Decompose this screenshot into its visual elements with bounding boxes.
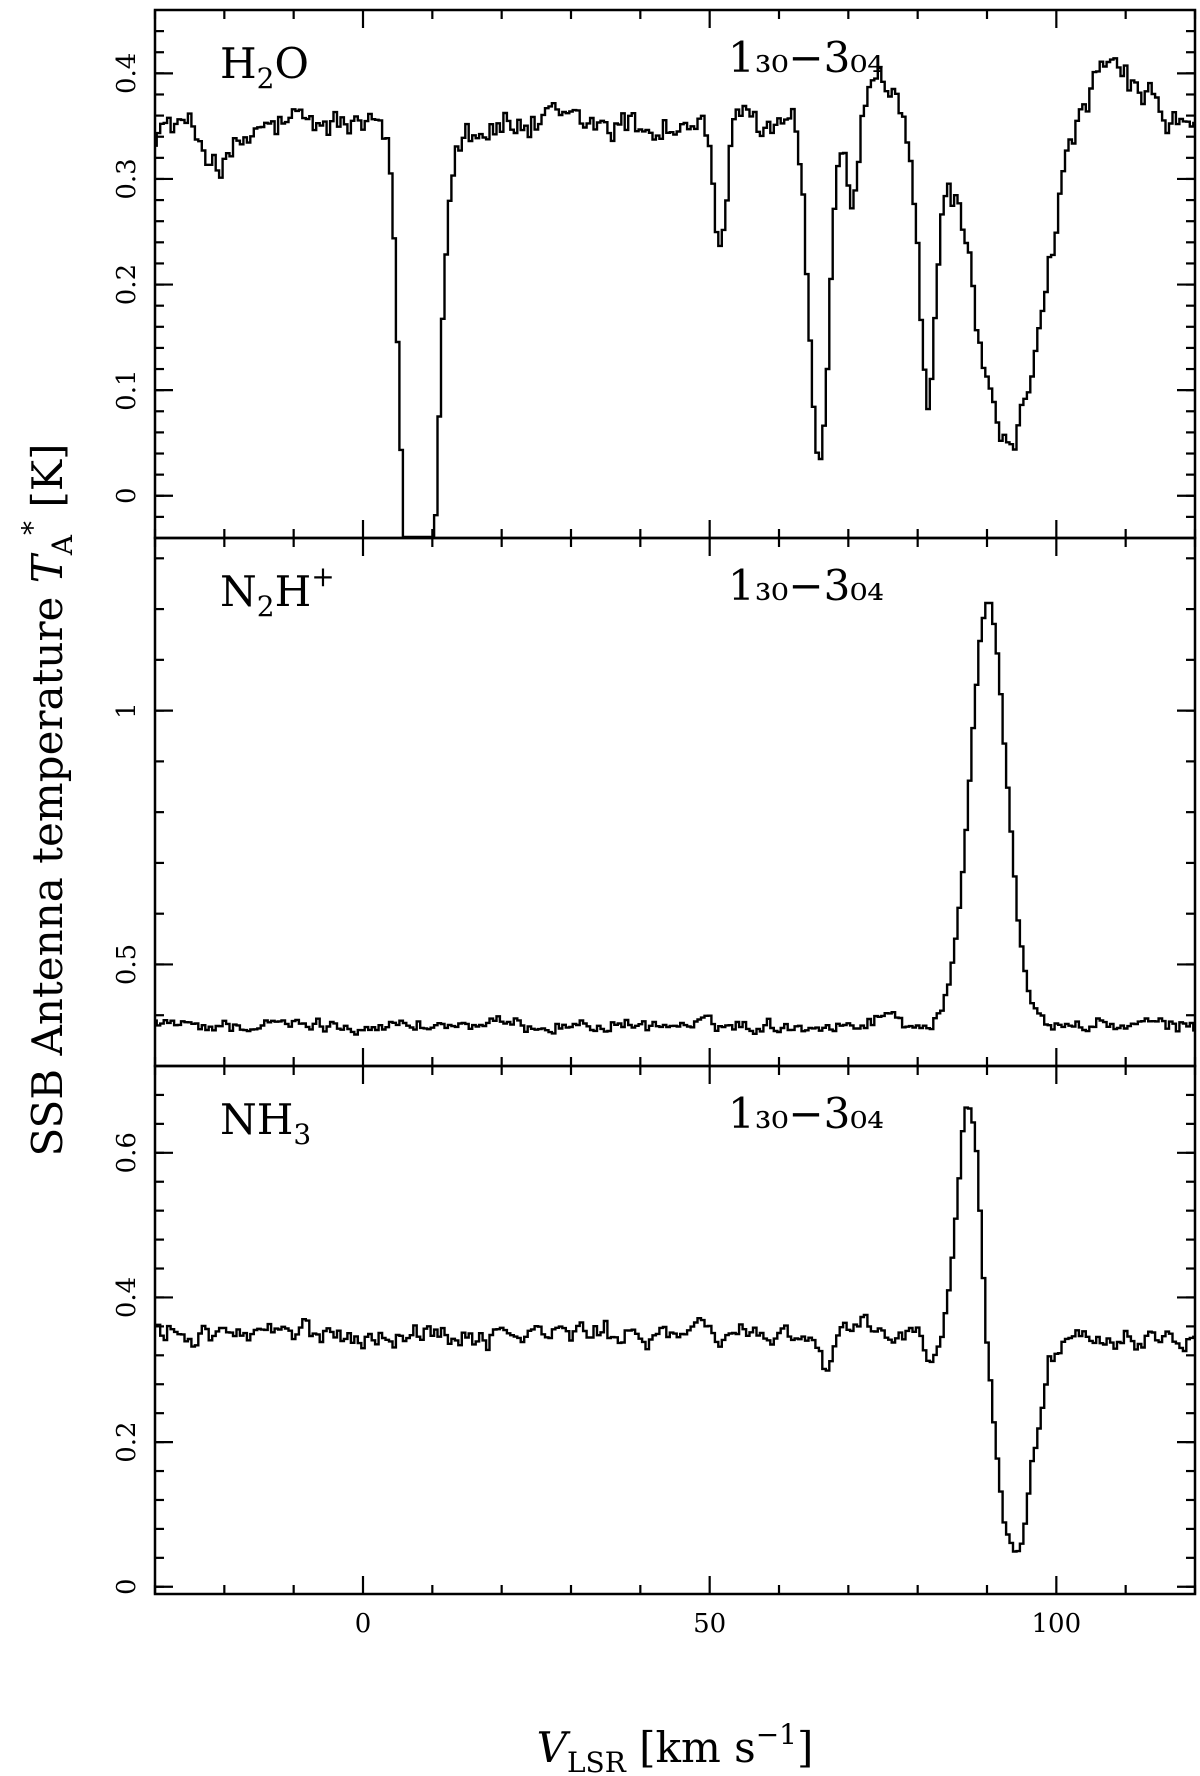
- transition-label-middle: 1₃₀−3₀₄: [728, 561, 884, 610]
- panel-label-h2o: H2O: [220, 39, 309, 95]
- x-axis-title: VLSR [km s−1]: [537, 1718, 814, 1776]
- spectra-lines: [155, 57, 1195, 1553]
- x-tick-label: 100: [1032, 1609, 1082, 1639]
- spectrum-line-middle: [155, 601, 1195, 1036]
- y-tick-label-p2: 0.4: [112, 1277, 142, 1318]
- y-tick-label-p1: 0.5: [112, 944, 142, 985]
- y-tick-label-p2: 0.2: [112, 1421, 142, 1462]
- y-tick-label-p0: 0.3: [112, 158, 142, 199]
- panel-label-n2h: N2H+: [220, 560, 335, 623]
- transition-label-top: 1₃₀−3₀₄: [728, 33, 884, 82]
- y-tick-label-p1: 1: [112, 702, 142, 719]
- transition-label-bottom: 1₃₀−3₀₄: [728, 1089, 884, 1138]
- panel-frame-top: [153, 8, 1197, 540]
- x-tick-label: 50: [693, 1609, 726, 1639]
- y-tick-label-p0: 0.1: [112, 369, 142, 410]
- tick-labels: 0 0.1 0.2 0.3 0.4 0.5 1 0 0.2 0.4 0.6 0 50 100: [112, 53, 1081, 1639]
- axis-ticks: [153, 10, 1197, 1594]
- y-tick-label-p0: 0.4: [112, 53, 142, 94]
- y-tick-label-p0: 0: [112, 487, 142, 504]
- y-tick-label-p2: 0: [112, 1578, 142, 1595]
- spectrum-line-top: [155, 57, 1195, 539]
- y-axis-title: SSB Antenna temperature TA* [K]: [16, 443, 79, 1156]
- y-tick-label-p0: 0.2: [112, 264, 142, 305]
- panel-label-nh3: NH3: [220, 1095, 311, 1151]
- panel-frame-middle: [153, 536, 1197, 1068]
- spectrum-line-bottom: [155, 1106, 1195, 1553]
- y-tick-label-p2: 0.6: [112, 1132, 142, 1173]
- x-tick-label: 0: [355, 1609, 372, 1639]
- panel-frame-bottom: [153, 1064, 1197, 1596]
